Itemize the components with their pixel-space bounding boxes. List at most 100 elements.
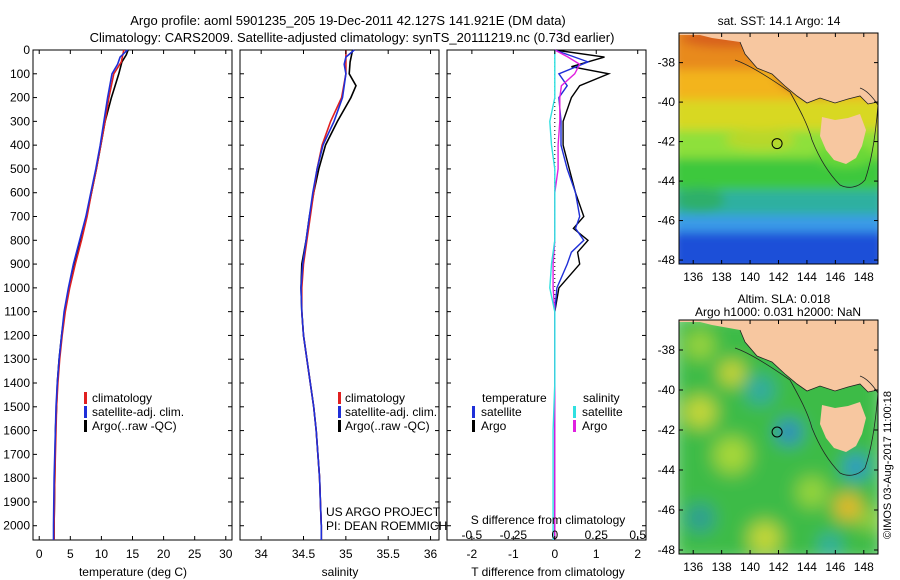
sst-map: sat. SST: 14.1 Argo: 14 xyxy=(658,14,879,284)
argo-salinity-line xyxy=(300,49,357,540)
lat-tick-label: -42 xyxy=(658,423,676,437)
depth-tick-label: 0 xyxy=(23,43,30,57)
lat-tick-label: -40 xyxy=(658,383,676,397)
x-tick-label: 25 xyxy=(188,547,202,561)
legend-s-satellite-swatch xyxy=(573,406,576,418)
climatology-temperature-line xyxy=(53,49,125,540)
legend-salinity-title: salinity xyxy=(583,391,620,405)
x-tick-label: 1 xyxy=(593,547,600,561)
lat-tick-label: -48 xyxy=(658,543,676,557)
temperature-axes-box xyxy=(32,49,233,541)
lat-tick-label: -44 xyxy=(658,174,676,188)
s-tick-label: 0 xyxy=(551,528,558,542)
depth-tick-label: 2000 xyxy=(3,519,30,533)
legend-climatology-swatch xyxy=(338,392,341,404)
x-tick-label: 35 xyxy=(339,547,353,561)
coastline xyxy=(739,329,878,393)
x-tick-label: 10 xyxy=(95,547,109,561)
sst-map-title: sat. SST: 14.1 Argo: 14 xyxy=(718,14,841,28)
depth-tick-label: 300 xyxy=(10,114,30,128)
temperature-legend: climatology satellite-adj. clim. Argo(..… xyxy=(84,391,184,433)
temperature-panel: 0100200300400500600700800900100011001200… xyxy=(3,43,232,579)
x-tick-label: 5 xyxy=(67,547,74,561)
lon-tick-label: 144 xyxy=(797,270,817,284)
argo-temperature-line xyxy=(53,49,129,540)
climatology-salinity-line xyxy=(300,50,347,540)
lon-tick-label: 136 xyxy=(683,560,703,574)
x-tick-label: 34 xyxy=(254,547,268,561)
legend-t-argo-label: Argo xyxy=(481,419,507,433)
difference-legend: temperature satellite Argo salinity sate… xyxy=(472,391,623,433)
depth-tick-label: 500 xyxy=(10,162,30,176)
depth-tick-label: 1700 xyxy=(3,447,30,461)
mainland-australia xyxy=(679,33,878,104)
lat-tick-label: -46 xyxy=(658,214,676,228)
legend-t-satellite-swatch xyxy=(472,406,475,418)
depth-tick-label: 600 xyxy=(10,186,30,200)
lat-tick-label: -42 xyxy=(658,135,676,149)
satellite-temperature-line xyxy=(52,49,129,540)
lon-tick-label: 136 xyxy=(683,270,703,284)
s-tick-label: 0.25 xyxy=(585,528,609,542)
x-tick-label: 2 xyxy=(634,547,641,561)
t-difference-xlabel: T difference from climatology xyxy=(471,565,625,579)
x-tick-label: 0 xyxy=(36,547,43,561)
tasmania xyxy=(820,402,866,452)
salinity-axes-box xyxy=(239,49,440,541)
depth-tick-label: 900 xyxy=(10,257,30,271)
lon-tick-label: 140 xyxy=(740,270,760,284)
x-tick-label: 0 xyxy=(551,547,558,561)
coastline xyxy=(739,41,878,105)
depth-tick-label: 400 xyxy=(10,138,30,152)
argo-location-marker xyxy=(771,426,783,438)
depth-tick-label: 1600 xyxy=(3,424,30,438)
x-tick-label: 34.5 xyxy=(292,547,316,561)
legend-s-argo-swatch xyxy=(573,420,576,432)
salinity-xlabel: salinity xyxy=(322,565,359,579)
legend-argo-label: Argo(..raw -QC) xyxy=(345,419,430,433)
sla-map: Altim. SLA: 0.018 Argo h1000: 0.031 h200… xyxy=(658,292,879,574)
x-tick-label: 20 xyxy=(157,547,171,561)
legend-argo-swatch xyxy=(338,420,341,432)
argo-location-marker xyxy=(771,138,783,150)
lat-tick-label: -48 xyxy=(658,253,676,267)
depth-tick-label: 1800 xyxy=(3,471,30,485)
depth-tick-label: 1400 xyxy=(3,376,30,390)
legend-s-argo-label: Argo xyxy=(582,419,608,433)
lon-tick-label: 142 xyxy=(768,270,788,284)
legend-argo-label: Argo(..raw -QC) xyxy=(92,419,177,433)
lon-tick-label: 148 xyxy=(854,560,874,574)
temperature-xlabel: temperature (deg C) xyxy=(79,565,187,579)
depth-tick-label: 200 xyxy=(10,91,30,105)
legend-climatology-swatch xyxy=(84,392,87,404)
mainland-australia xyxy=(679,320,878,392)
depth-tick-label: 1900 xyxy=(3,495,30,509)
s-difference-title: S difference from climatology xyxy=(471,513,626,527)
depth-tick-label: 100 xyxy=(10,67,30,81)
x-tick-label: 30 xyxy=(219,547,233,561)
depth-tick-label: 700 xyxy=(10,210,30,224)
header-line2: Climatology: CARS2009. Satellite-adjuste… xyxy=(90,30,615,45)
satellite-salinity-line xyxy=(300,49,355,540)
s-tick-label: -0.5 xyxy=(462,528,483,542)
legend-argo-swatch xyxy=(84,420,87,432)
x-tick-label: -1 xyxy=(508,547,519,561)
legend-climatology-label: climatology xyxy=(345,391,405,405)
s-tick-label: -0.25 xyxy=(500,528,528,542)
s-tick-label: 0.5 xyxy=(629,528,646,542)
x-tick-label: -2 xyxy=(467,547,478,561)
x-tick-label: 35.5 xyxy=(377,547,401,561)
salinity-panel: 34 34.5 35 35.5 36 salinity climatology sate… xyxy=(239,49,447,579)
x-tick-label: 15 xyxy=(126,547,140,561)
legend-satellite-swatch xyxy=(84,406,87,418)
sla-map-title1: Altim. SLA: 0.018 xyxy=(738,292,831,306)
legend-t-satellite-label: satellite xyxy=(481,405,522,419)
t-difference-argo-line xyxy=(554,49,612,540)
s-difference-satellite-line xyxy=(549,50,556,540)
legend-satellite-label: satellite-adj. clim. xyxy=(345,405,437,419)
sla-map-title2: Argo h1000: 0.031 h2000: NaN xyxy=(695,305,861,319)
tasmania xyxy=(820,114,866,164)
legend-t-argo-swatch xyxy=(472,420,475,432)
lat-tick-label: -40 xyxy=(658,95,676,109)
